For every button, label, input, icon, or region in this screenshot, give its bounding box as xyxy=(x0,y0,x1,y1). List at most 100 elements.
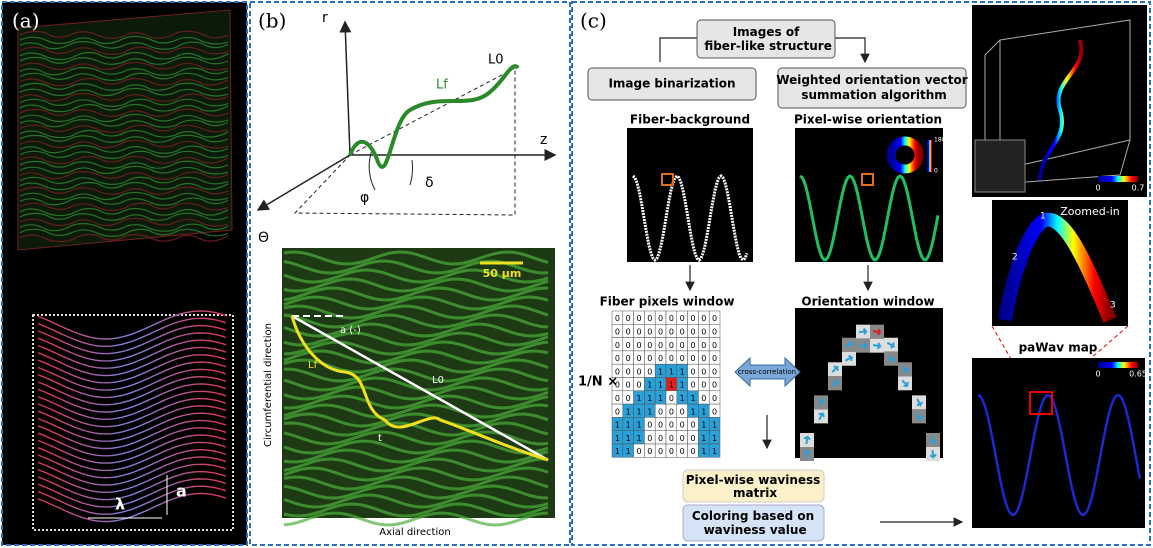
cell-value: 0 xyxy=(712,327,717,336)
cell-value: 0 xyxy=(669,421,674,430)
cell-value: 1 xyxy=(626,447,631,456)
cell-value: 0 xyxy=(712,314,717,323)
cell-value: 1 xyxy=(712,447,717,456)
wheel-label: 0 xyxy=(934,168,938,175)
wavelength: λ xyxy=(115,495,125,514)
cell-value: 0 xyxy=(680,434,685,443)
cell-value: 0 xyxy=(647,421,652,430)
inset xyxy=(975,140,1025,192)
cell-value: 0 xyxy=(636,381,641,390)
scale-label: 50 μm xyxy=(483,267,522,280)
cell-value: 0 xyxy=(680,407,685,416)
cell-value: 1 xyxy=(615,421,620,430)
cell-value: 0 xyxy=(615,407,620,416)
cell-value: 0 xyxy=(701,367,706,376)
cell-value: 0 xyxy=(669,314,674,323)
cell-value: 0 xyxy=(658,434,663,443)
cell-value: 1 xyxy=(701,447,706,456)
cell-value: 0 xyxy=(647,327,652,336)
cell-value: 0 xyxy=(626,394,631,403)
cell-value: 0 xyxy=(680,421,685,430)
cell-value: 0 xyxy=(658,354,663,363)
cell-value: 1 xyxy=(615,447,620,456)
cell-value: 0 xyxy=(615,341,620,350)
cell-value: 1 xyxy=(701,421,706,430)
cell-value: 1 xyxy=(615,434,620,443)
cell-value: 0 xyxy=(690,434,695,443)
matrix: 0000000000000000000000000000000000000000… xyxy=(612,311,720,457)
cell-value: 0 xyxy=(636,354,641,363)
cell-value: 0 xyxy=(658,421,663,430)
cell-value: 1 xyxy=(690,394,695,403)
angle-label: a (-) xyxy=(340,325,361,336)
flow-text: Weighted orientation vector summation al… xyxy=(776,73,967,102)
colorbar xyxy=(1098,176,1138,182)
cell-value: 0 xyxy=(636,327,641,336)
cell-value: 1 xyxy=(636,394,641,403)
cell-value: 0 xyxy=(680,341,685,350)
cell-value: 0 xyxy=(701,327,706,336)
cell-value: 0 xyxy=(669,447,674,456)
point-label: 1 xyxy=(1040,212,1046,222)
cell-value: 0 xyxy=(636,341,641,350)
colorbar-label: 0.65 xyxy=(1129,370,1147,379)
cell-value: 0 xyxy=(712,381,717,390)
flow-text: Image binarization xyxy=(608,77,735,91)
window-title: Orientation window xyxy=(801,295,934,309)
axis-label: r xyxy=(322,10,328,26)
length-label: L0 xyxy=(432,375,444,386)
cell-value: 0 xyxy=(626,327,631,336)
colorbar xyxy=(927,140,932,172)
cell-value: 0 xyxy=(680,447,685,456)
arrow-label: cross-correlation xyxy=(738,368,796,376)
cell-value: 0 xyxy=(647,341,652,350)
panel-label: (a) xyxy=(12,9,40,33)
panel-label: (c) xyxy=(580,9,607,33)
cell-value: 0 xyxy=(680,314,685,323)
point-label: 3 xyxy=(1110,301,1116,311)
amplitude: a xyxy=(176,482,187,501)
cell-value: 0 xyxy=(712,407,717,416)
cell-value: 0 xyxy=(658,314,663,323)
cell-value: 0 xyxy=(712,394,717,403)
cell-value: 1 xyxy=(680,381,685,390)
cell-value: 0 xyxy=(626,341,631,350)
point-label: 2 xyxy=(1012,253,1018,263)
cell-value: 0 xyxy=(615,354,620,363)
cell-value: 0 xyxy=(690,354,695,363)
cell-value: 1 xyxy=(658,367,663,376)
cell-value: 1 xyxy=(626,421,631,430)
cell-value: 0 xyxy=(690,421,695,430)
cell-value: 1 xyxy=(712,421,717,430)
cell-value: 0 xyxy=(712,367,717,376)
cell-value: 0 xyxy=(701,354,706,363)
cell-value: 0 xyxy=(669,327,674,336)
length-label: Lf xyxy=(436,78,448,93)
cell-value: 0 xyxy=(636,314,641,323)
thickness-label: t xyxy=(378,433,382,444)
cell-value: 1 xyxy=(669,367,674,376)
normalizer: 1/N × xyxy=(578,375,618,390)
axis-label: z xyxy=(540,132,547,148)
cell-value: 0 xyxy=(658,447,663,456)
axis-label: Θ xyxy=(258,230,269,246)
cell-value: 0 xyxy=(669,341,674,350)
cell-value: 0 xyxy=(712,354,717,363)
cell-value: 0 xyxy=(690,341,695,350)
colorbar-label: 0 xyxy=(1095,184,1100,193)
cell-value: 1 xyxy=(701,434,706,443)
angle-label: φ xyxy=(360,190,369,206)
cell-value: 0 xyxy=(647,314,652,323)
cell-value: 1 xyxy=(658,381,663,390)
cell-value: 0 xyxy=(626,314,631,323)
cell-value: 0 xyxy=(636,367,641,376)
x-label: Axial direction xyxy=(379,527,450,538)
cell-value: 0 xyxy=(712,341,717,350)
cell-value: 1 xyxy=(647,407,652,416)
cell-value: 1 xyxy=(701,407,706,416)
cell-value: 0 xyxy=(636,447,641,456)
cell-value: 0 xyxy=(701,314,706,323)
figure: (a) λ a (b) r z L0 Lf φ δ Θ 50 μm a (-) … xyxy=(0,0,1153,548)
panel-label: (b) xyxy=(258,9,286,33)
cell-value: 0 xyxy=(669,434,674,443)
